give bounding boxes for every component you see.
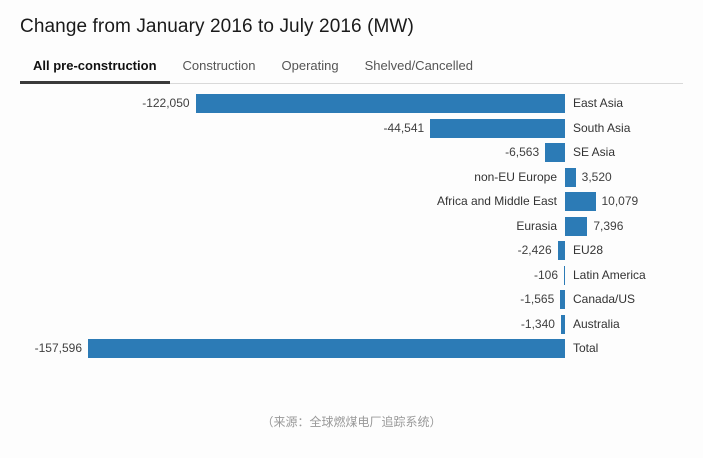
bar-eurasia[interactable] [565,216,588,236]
bar-east-asia[interactable] [195,94,565,113]
tab-all-pre-construction[interactable]: All pre-construction [20,52,170,84]
value-label: 10,079 [601,194,639,208]
chart-row: -44,541 South Asia [20,116,683,141]
bar-se-asia[interactable] [545,143,565,162]
category-label: South Asia [573,120,631,135]
bar-latin-america[interactable] [564,265,565,285]
bar-south-asia[interactable] [430,118,565,138]
chart-row: 10,079 Africa and Middle East [20,189,683,214]
chart-row: -106 Latin America [20,263,683,288]
chart-row: -1,340 Australia [20,312,683,337]
value-label: -1,565 [520,292,555,306]
category-label: Eurasia [516,218,557,233]
value-label: -122,050 [142,96,190,110]
category-label: SE Asia [573,145,616,159]
value-label: -106 [533,267,558,282]
chart-row: -122,050 East Asia [20,91,683,116]
tab-bar: All pre-construction Construction Operatin… [20,55,683,84]
chart-row: -157,596 Total [20,336,683,361]
value-label: -44,541 [383,120,425,135]
bar-total[interactable] [88,339,565,358]
bar-eu28[interactable] [557,241,565,260]
tab-operating[interactable]: Operating [281,58,339,73]
chart-row: -1,565 Canada/US [20,287,683,312]
category-label: Total [573,341,599,355]
page-title: Change from January 2016 to July 2016 (M… [20,16,414,37]
bar-canada-us[interactable] [560,290,565,309]
category-label: EU28 [573,243,604,257]
value-label: -2,426 [517,243,552,257]
value-label: -1,340 [520,316,555,331]
bar-chart: -122,050 East Asia -44,541 South Asia -6,563… [20,91,683,362]
value-label: -6,563 [505,145,540,159]
category-label: Canada/US [573,292,636,306]
category-label: Australia [573,316,620,331]
bar-africa-and-middle-east[interactable] [565,192,596,211]
chart-row: -2,426 EU28 [20,238,683,263]
category-label: Africa and Middle East [436,194,557,208]
chart-row: 3,520 non-EU Europe [20,165,683,190]
source-caption: （来源：全球燃煤电厂追踪系统） [261,415,442,429]
chart-row: 7,396 Eurasia [20,214,683,239]
tab-construction[interactable]: Construction [182,58,256,73]
category-label: non-EU Europe [474,169,557,184]
bar-australia[interactable] [560,314,565,334]
chart-row: -6,563 SE Asia [20,140,683,165]
category-label: Latin America [573,267,646,282]
value-label: -157,596 [34,341,82,355]
tab-shelved-cancelled[interactable]: Shelved/Cancelled [364,58,473,73]
category-label: East Asia [573,96,624,110]
value-label: 3,520 [581,169,612,184]
value-label: 7,396 [593,218,624,233]
bar-non-eu-europe[interactable] [565,167,576,187]
